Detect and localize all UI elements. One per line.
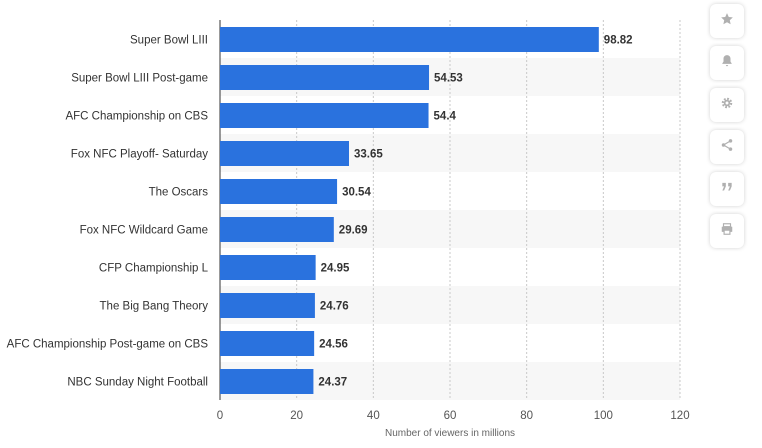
bar: [220, 255, 316, 280]
x-tick-label: 40: [367, 410, 380, 422]
bar: [220, 369, 314, 394]
value-label: 30.54: [342, 187, 371, 199]
star-icon: [720, 12, 734, 31]
value-label: 24.56: [319, 339, 348, 351]
category-label: Super Bowl LIII: [130, 35, 208, 47]
cite-button[interactable]: [710, 172, 744, 206]
bar: [220, 27, 599, 52]
category-label: AFC Championship Post-game on CBS: [7, 339, 209, 351]
favorite-button[interactable]: [710, 4, 744, 38]
category-label: Fox NFC Wildcard Game: [80, 225, 208, 237]
settings-button[interactable]: [710, 88, 744, 122]
chart-toolbar: [710, 4, 746, 256]
x-tick-label: 20: [290, 410, 303, 422]
bell-icon: [720, 54, 734, 73]
x-tick-label: 80: [520, 410, 533, 422]
value-label: 24.37: [318, 377, 347, 389]
bar: [220, 293, 315, 318]
value-label: 24.95: [321, 263, 350, 275]
category-label: CFP Championship L: [99, 263, 209, 275]
x-tick-label: 120: [670, 410, 689, 422]
category-label: Super Bowl LIII Post-game: [71, 73, 208, 85]
share-icon: [720, 138, 734, 157]
share-button[interactable]: [710, 130, 744, 164]
bar: [220, 217, 334, 242]
print-icon: [720, 222, 734, 241]
bar-chart: Super Bowl LIII 98.82 Super Bowl LIII Post…: [7, 20, 690, 439]
value-label: 29.69: [339, 225, 368, 237]
bar: [220, 103, 429, 128]
chart-svg: Super Bowl LIII 98.82 Super Bowl LIII Post…: [7, 20, 690, 439]
bar: [220, 331, 315, 356]
category-label: NBC Sunday Night Football: [67, 377, 208, 389]
bar: [220, 179, 338, 204]
bar: [220, 141, 349, 166]
bar: [220, 65, 430, 90]
category-label: The Big Bang Theory: [100, 301, 209, 313]
x-tick-label: 0: [217, 410, 223, 422]
value-label: 24.76: [320, 301, 349, 313]
gear-icon: [720, 96, 734, 115]
x-tick-label: 100: [594, 410, 613, 422]
value-label: 98.82: [604, 35, 633, 47]
print-button[interactable]: [710, 214, 744, 248]
notification-button[interactable]: [710, 46, 744, 80]
x-axis-title: Number of viewers in millions: [385, 428, 515, 439]
value-label: 54.4: [434, 111, 457, 123]
category-label: The Oscars: [149, 187, 209, 199]
value-label: 54.53: [434, 73, 463, 85]
category-label: AFC Championship on CBS: [65, 111, 208, 123]
quote-icon: [720, 180, 734, 199]
x-tick-label: 60: [444, 410, 457, 422]
value-label: 33.65: [354, 149, 383, 161]
category-label: Fox NFC Playoff- Saturday: [71, 149, 208, 161]
